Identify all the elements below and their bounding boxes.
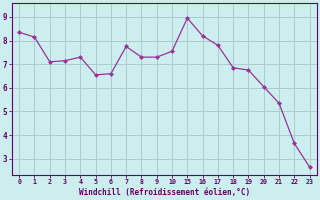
- X-axis label: Windchill (Refroidissement éolien,°C): Windchill (Refroidissement éolien,°C): [79, 188, 250, 197]
